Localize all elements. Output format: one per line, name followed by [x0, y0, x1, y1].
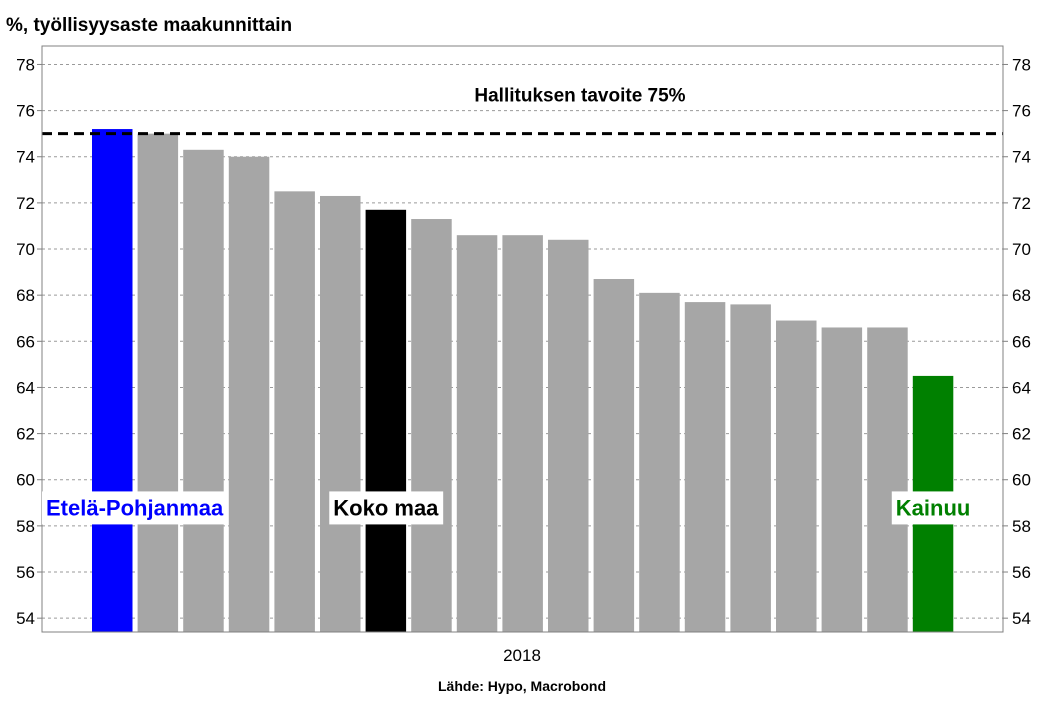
target-label: Hallituksen tavoite 75% — [474, 85, 685, 106]
bar — [593, 279, 635, 632]
right-tick-label: 76 — [1012, 102, 1031, 121]
right-tick-label: 72 — [1012, 194, 1031, 213]
bar — [730, 304, 771, 632]
left-tick-label: 70 — [16, 240, 35, 259]
right-tick-label: 54 — [1012, 609, 1031, 628]
right-tick-label: 70 — [1012, 240, 1031, 259]
left-tick-label: 76 — [16, 102, 35, 121]
left-tick-label: 66 — [16, 332, 35, 351]
bar-annotations: Etelä-Pohjanmaa Koko maa Kainuu — [42, 491, 975, 525]
plot-frame — [41, 45, 1004, 633]
right-tick-label: 58 — [1012, 517, 1031, 536]
bar — [137, 133, 179, 632]
bar — [92, 129, 133, 632]
right-tick-label: 56 — [1012, 563, 1031, 582]
bar — [867, 327, 908, 632]
bar-annotation: Koko maa — [333, 495, 439, 520]
left-tick-label: 60 — [16, 471, 35, 490]
bar — [320, 195, 361, 632]
bar — [639, 292, 680, 632]
left-tick-label: 58 — [16, 517, 35, 536]
right-tick-label: 62 — [1012, 425, 1031, 444]
source-note: Lähde: Hypo, Macrobond — [438, 678, 606, 694]
annotation-background — [891, 491, 975, 525]
right-tick-label: 66 — [1012, 332, 1031, 351]
bars — [92, 129, 954, 633]
bar-annotation: Kainuu — [896, 495, 971, 520]
right-tick-label: 60 — [1012, 471, 1031, 490]
bar — [548, 239, 589, 632]
x-axis-label: 2018 — [503, 646, 541, 665]
annotation-background — [329, 491, 444, 525]
left-tick-label: 72 — [16, 194, 35, 213]
right-tick-label: 78 — [1012, 55, 1031, 74]
left-tick-label: 78 — [16, 55, 35, 74]
left-tick-label: 62 — [16, 425, 35, 444]
right-tick-label: 74 — [1012, 148, 1031, 167]
left-tick-label: 68 — [16, 286, 35, 305]
left-tick-label: 74 — [16, 148, 35, 167]
left-tick-label: 56 — [16, 563, 35, 582]
bar — [456, 235, 498, 633]
bar — [274, 191, 315, 633]
bar — [228, 156, 270, 632]
bar — [502, 235, 543, 633]
bar — [776, 320, 817, 632]
bar — [411, 219, 452, 632]
chart-title: %, työllisyysaste maakunnittain — [6, 15, 292, 36]
bar-annotation: Etelä-Pohjanmaa — [46, 495, 224, 520]
bar — [821, 327, 863, 632]
left-tick-label: 54 — [16, 609, 35, 628]
annotation-background — [42, 491, 229, 525]
bar — [183, 149, 224, 632]
left-tick-label: 64 — [16, 378, 35, 397]
left-axis: 54 56 58 60 62 64 66 68 70 72 74 76 78 — [16, 55, 42, 628]
right-axis: 54 56 58 60 62 64 66 68 70 72 74 76 78 — [1003, 55, 1031, 628]
bar — [684, 302, 726, 632]
right-tick-label: 68 — [1012, 286, 1031, 305]
bar — [365, 209, 407, 632]
right-tick-label: 64 — [1012, 378, 1031, 397]
